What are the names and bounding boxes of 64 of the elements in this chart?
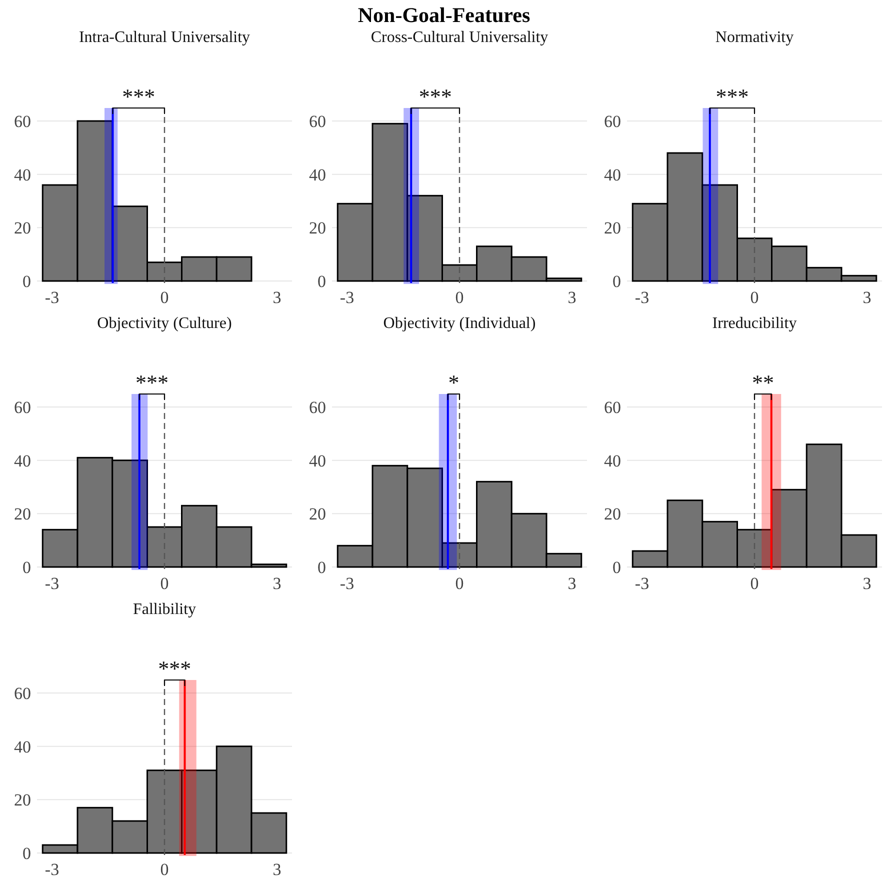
x-tick-label: 3	[862, 574, 872, 593]
y-tick-label: 20	[309, 504, 326, 524]
x-tick-label: 3	[862, 288, 872, 307]
y-tick-label: 60	[309, 398, 326, 417]
chart-title: Intra-Cultural Universality	[78, 29, 250, 46]
y-tick-label: 0	[22, 272, 31, 291]
y-tick-label: 60	[14, 398, 31, 417]
x-tick-label: 0	[750, 288, 759, 307]
text: ***	[158, 656, 192, 681]
x-tick-label: 3	[272, 574, 282, 593]
y-tick-label: 60	[14, 684, 31, 703]
chart-title: Objectivity (Individual)	[383, 315, 536, 332]
x-tick-label: -3	[44, 860, 60, 879]
y-tick-label: 60	[604, 398, 621, 417]
x-tick-label: -3	[340, 574, 354, 593]
y-tick-label: 40	[14, 165, 31, 184]
x-tick-label: -3	[44, 288, 60, 307]
x-tick-label: 3	[272, 860, 282, 879]
x-tick-label: -3	[634, 574, 650, 593]
y-tick-label: 60	[604, 112, 621, 131]
x-tick-label: -3	[340, 288, 354, 307]
text: Non-Goal-Features	[358, 3, 530, 27]
y-tick-label: 40	[604, 451, 621, 470]
x-tick-label: -3	[44, 574, 60, 593]
y-tick-label: 40	[14, 737, 31, 756]
y-tick-label: 40	[14, 451, 31, 470]
x-tick-label: 0	[160, 860, 169, 879]
y-tick-label: 0	[318, 272, 326, 291]
chart-title: Cross-Cultural Universality	[370, 29, 548, 46]
y-tick-label: 0	[612, 272, 621, 291]
x-tick-label: 0	[160, 288, 169, 307]
y-tick-label: 40	[309, 451, 326, 470]
chart-title: Irreducibility	[712, 315, 797, 332]
chart-title: Normativity	[715, 29, 794, 46]
x-tick-label: 3	[568, 288, 576, 307]
text: **	[752, 370, 774, 395]
text: *	[448, 370, 460, 395]
chart-title: Fallibility	[132, 601, 196, 618]
y-tick-label: 0	[22, 558, 31, 577]
text: ***	[418, 84, 452, 109]
y-tick-label: 40	[309, 165, 326, 184]
y-tick-label: 20	[604, 504, 621, 524]
x-tick-label: 3	[568, 574, 576, 593]
y-tick-label: 20	[14, 790, 31, 810]
x-tick-label: 0	[455, 574, 464, 593]
text: ***	[122, 84, 156, 109]
y-tick-label: 20	[14, 218, 31, 238]
x-tick-label: 0	[750, 574, 759, 593]
x-tick-label: 3	[272, 288, 282, 307]
y-tick-label: 0	[22, 844, 31, 863]
y-tick-label: 20	[604, 218, 621, 238]
y-tick-label: 0	[612, 558, 621, 577]
chart-title: Objectivity (Culture)	[97, 315, 232, 332]
y-tick-label: 60	[309, 112, 326, 131]
y-tick-label: 0	[318, 558, 326, 577]
text: ***	[135, 370, 168, 395]
y-tick-label: 60	[14, 112, 31, 131]
text: ***	[716, 84, 749, 109]
x-tick-label: 0	[160, 574, 169, 593]
x-tick-label: -3	[634, 288, 650, 307]
y-tick-label: 20	[309, 218, 326, 238]
y-tick-label: 40	[604, 165, 621, 184]
y-tick-label: 20	[14, 504, 31, 524]
x-tick-label: 0	[455, 288, 464, 307]
